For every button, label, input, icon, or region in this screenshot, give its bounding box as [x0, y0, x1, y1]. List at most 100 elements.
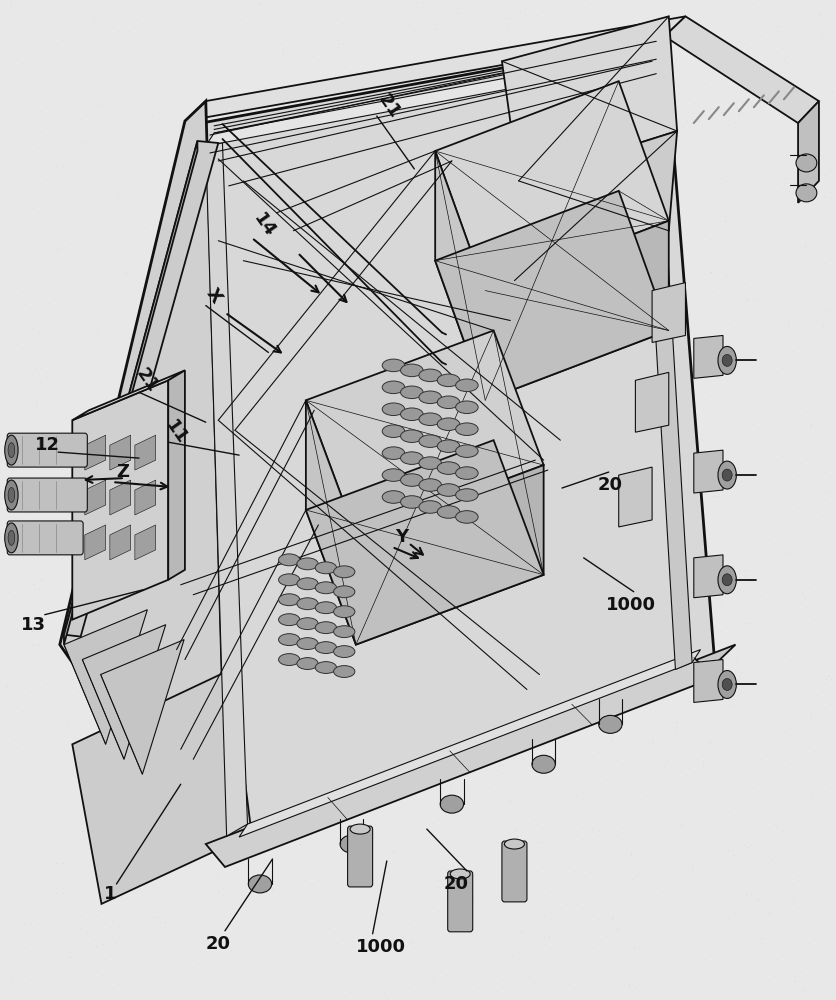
Point	[817, 255, 830, 271]
Point	[792, 867, 805, 883]
Point	[725, 438, 738, 454]
Point	[799, 599, 813, 615]
Point	[279, 984, 293, 1000]
Point	[373, 466, 386, 482]
Point	[800, 573, 813, 589]
Point	[298, 471, 311, 487]
Point	[86, 531, 99, 547]
Polygon shape	[693, 450, 722, 493]
Point	[798, 149, 812, 165]
Point	[54, 45, 67, 61]
Point	[752, 27, 766, 43]
Point	[144, 977, 157, 993]
Point	[88, 280, 101, 296]
Point	[308, 138, 321, 154]
Point	[581, 455, 594, 471]
Point	[507, 787, 521, 803]
Point	[769, 19, 782, 35]
Ellipse shape	[5, 435, 18, 465]
Point	[303, 437, 317, 453]
Point	[161, 393, 175, 409]
Point	[708, 461, 721, 477]
Point	[713, 295, 726, 311]
Point	[293, 81, 306, 97]
Point	[234, 946, 247, 962]
Point	[793, 255, 806, 271]
Point	[130, 433, 143, 449]
Point	[101, 865, 115, 881]
Point	[472, 509, 485, 525]
Point	[667, 726, 681, 742]
Point	[16, 982, 29, 998]
Point	[129, 385, 142, 401]
Point	[233, 91, 247, 107]
Point	[166, 167, 180, 183]
Point	[70, 935, 84, 951]
Point	[356, 835, 370, 851]
Point	[315, 638, 329, 654]
Point	[302, 728, 315, 744]
Point	[542, 929, 555, 945]
Point	[701, 898, 714, 914]
Point	[159, 850, 172, 866]
Point	[169, 771, 182, 787]
Point	[8, 290, 21, 306]
Point	[780, 791, 793, 807]
Point	[716, 308, 729, 324]
Point	[467, 426, 481, 442]
Point	[677, 122, 691, 138]
Point	[202, 914, 216, 930]
Point	[427, 67, 441, 83]
Point	[2, 557, 15, 573]
Point	[412, 353, 426, 369]
Point	[500, 184, 513, 200]
Point	[406, 446, 420, 462]
Point	[71, 550, 84, 566]
Point	[139, 985, 152, 1000]
Point	[603, 282, 616, 298]
Point	[304, 105, 318, 121]
Point	[796, 667, 809, 683]
Point	[46, 435, 59, 451]
Point	[295, 499, 308, 515]
Point	[73, 111, 86, 127]
Point	[750, 589, 763, 605]
Point	[15, 795, 28, 811]
Point	[742, 744, 755, 760]
Point	[0, 951, 8, 967]
Point	[291, 205, 304, 221]
Point	[772, 244, 786, 260]
Point	[625, 649, 639, 665]
Point	[76, 238, 89, 254]
Point	[815, 370, 828, 386]
Point	[437, 0, 451, 12]
Point	[817, 464, 830, 480]
Point	[656, 687, 670, 703]
Point	[734, 229, 747, 245]
Point	[543, 723, 557, 739]
Point	[429, 410, 442, 426]
Point	[559, 337, 573, 353]
Point	[787, 973, 800, 989]
Point	[430, 892, 443, 908]
Point	[525, 126, 538, 142]
Point	[395, 0, 409, 13]
Point	[576, 831, 589, 847]
Point	[49, 794, 63, 810]
Point	[69, 597, 82, 613]
Point	[782, 906, 796, 922]
Point	[253, 577, 267, 593]
Ellipse shape	[297, 558, 318, 570]
Ellipse shape	[278, 654, 299, 665]
Point	[242, 839, 256, 855]
Point	[101, 315, 115, 331]
Point	[772, 460, 785, 476]
Point	[257, 226, 270, 242]
Point	[363, 429, 376, 445]
Point	[751, 709, 764, 725]
Point	[162, 517, 176, 533]
Point	[74, 727, 87, 743]
Point	[69, 288, 82, 304]
Point	[10, 397, 23, 413]
Point	[179, 847, 192, 863]
